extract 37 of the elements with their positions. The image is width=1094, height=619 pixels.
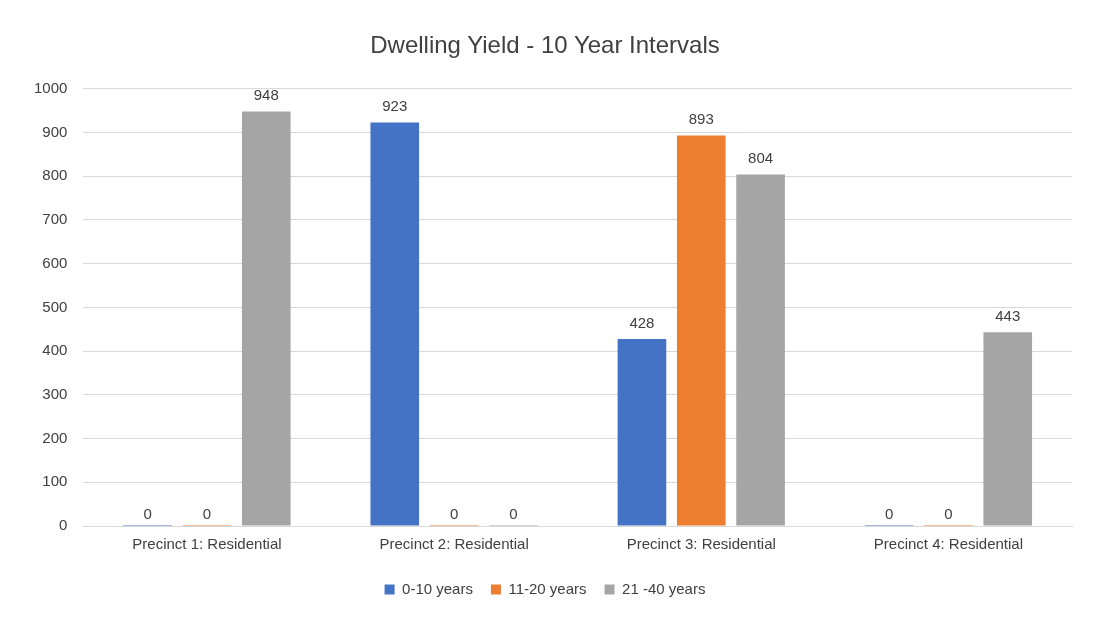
data-label: 0 xyxy=(202,504,212,522)
legend-label: 11-20 years xyxy=(508,579,587,597)
bar xyxy=(370,122,420,526)
data-label: 428 xyxy=(629,313,655,331)
y-tick-label: 600 xyxy=(42,253,68,271)
x-tick-label: Precinct 1: Residential xyxy=(132,535,282,553)
data-label: 893 xyxy=(688,110,714,128)
y-tick-label: 200 xyxy=(42,428,68,446)
y-tick-label: 800 xyxy=(42,166,68,184)
bar xyxy=(983,332,1033,526)
data-label: 443 xyxy=(995,306,1021,324)
data-label: 0 xyxy=(509,504,518,522)
chart-title: Dwelling Yield - 10 Year Intervals xyxy=(370,31,720,59)
y-tick-label: 300 xyxy=(42,384,68,402)
bar xyxy=(736,174,785,526)
data-label: 0 xyxy=(884,504,894,522)
data-label: 923 xyxy=(382,97,408,115)
data-label: 0 xyxy=(449,504,459,522)
x-tick-label: Precinct 2: Residential xyxy=(379,535,529,553)
x-tick-label: Precinct 3: Residential xyxy=(626,535,776,553)
y-tick-label: 0 xyxy=(59,516,68,534)
data-label: 0 xyxy=(143,504,152,522)
bar xyxy=(617,338,667,526)
bar xyxy=(241,111,291,526)
data-label: 0 xyxy=(944,504,953,522)
data-label: 804 xyxy=(748,149,774,167)
y-tick-label: 900 xyxy=(42,122,68,140)
y-tick-label: 400 xyxy=(42,341,68,359)
legend-label: 0-10 years xyxy=(402,579,473,597)
data-label: 948 xyxy=(253,86,279,104)
legend-label: 21 -40 years xyxy=(622,579,706,597)
x-tick-label: Precinct 4: Residential xyxy=(873,535,1024,553)
y-tick-label: 100 xyxy=(42,472,68,490)
y-tick-label: 1000 xyxy=(33,78,68,96)
y-tick-label: 700 xyxy=(42,210,68,228)
bar xyxy=(676,135,726,526)
y-tick-label: 500 xyxy=(42,297,68,315)
